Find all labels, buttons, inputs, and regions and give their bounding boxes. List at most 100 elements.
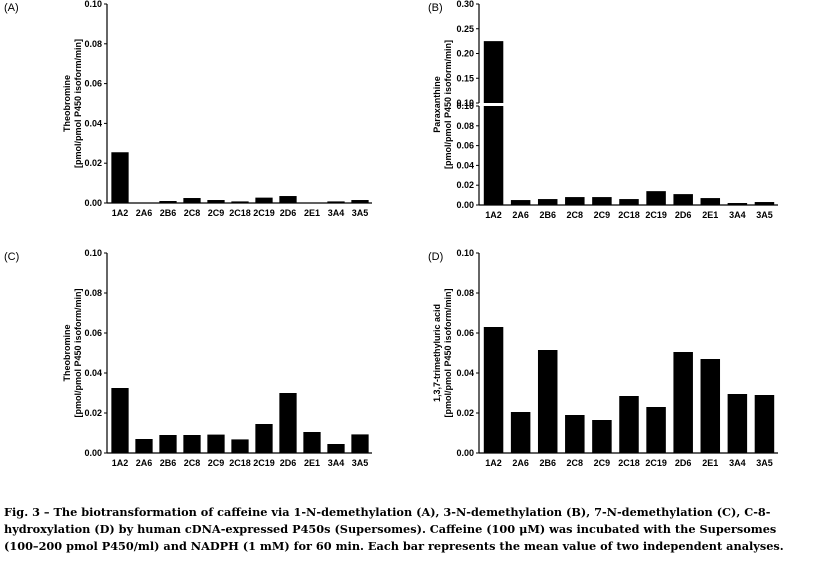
bar xyxy=(351,200,369,203)
y-tick-label: 0.08 xyxy=(84,288,102,298)
x-tick-label: 3A4 xyxy=(729,458,746,468)
bar xyxy=(207,200,225,203)
x-tick-label: 2C8 xyxy=(184,458,201,468)
bar xyxy=(279,196,297,203)
caption-line-3: (100–200 pmol P450/ml) and NADPH (1 mM) … xyxy=(4,539,784,553)
figure-caption: Fig. 3 – The biotransformation of caffei… xyxy=(4,504,816,555)
y-axis-label: [pmol/pmol P450 isoform/min] xyxy=(443,40,453,169)
y-tick-label: 0.10 xyxy=(456,248,474,258)
chart-panel-b: (B) Paraxanthine [pmol/pmol P450 isoform/m… xyxy=(428,0,778,220)
bar xyxy=(111,152,129,203)
y-tick-label: 0.00 xyxy=(456,448,474,458)
x-tick-label: 2D6 xyxy=(280,208,297,218)
x-tick-label: 2C18 xyxy=(229,208,251,218)
bar xyxy=(592,197,612,205)
bar xyxy=(619,199,639,205)
caption-line-1: Fig. 3 – The biotransformation of caffei… xyxy=(4,505,771,519)
bar xyxy=(483,41,504,103)
x-tick-label: 2C18 xyxy=(618,458,640,468)
x-tick-label: 2A6 xyxy=(136,458,153,468)
x-tick-label: 1A2 xyxy=(112,208,129,218)
x-tick-label: 2C19 xyxy=(253,208,275,218)
bar xyxy=(159,201,177,203)
x-tick-label: 3A5 xyxy=(756,458,773,468)
x-tick-label: 2A6 xyxy=(512,458,529,468)
bar xyxy=(159,435,177,453)
x-tick-label: 2C19 xyxy=(253,458,275,468)
panel-label: (A) xyxy=(4,2,19,14)
y-tick-label: 0.25 xyxy=(456,24,474,34)
x-tick-label: 2C8 xyxy=(567,210,584,220)
bar xyxy=(483,106,504,205)
y-tick-label: 0.04 xyxy=(456,160,474,170)
bar xyxy=(303,432,321,453)
bar xyxy=(327,201,345,203)
x-tick-label: 2C19 xyxy=(645,210,667,220)
x-tick-label: 3A5 xyxy=(352,458,369,468)
x-tick-label: 2C9 xyxy=(208,208,225,218)
bar xyxy=(207,434,225,453)
bar xyxy=(754,395,775,453)
bar xyxy=(619,396,639,453)
figure-canvas: (A)Theobromine [pmol/pmol P450 isoform/mi… xyxy=(4,0,778,468)
bar xyxy=(255,424,273,453)
bar xyxy=(754,202,775,205)
bar xyxy=(231,201,249,203)
y-axis-label: Paraxanthine xyxy=(432,76,442,133)
y-axis-label: [pmol/pmol P450 isoform/min] xyxy=(73,39,83,168)
bar xyxy=(673,194,693,205)
y-tick-label: 0.02 xyxy=(456,408,474,418)
bar xyxy=(646,191,666,205)
x-tick-label: 2C9 xyxy=(594,210,611,220)
x-tick-label: 2C9 xyxy=(594,458,611,468)
bar xyxy=(700,198,721,205)
y-tick-label: 0.10 xyxy=(84,0,102,9)
y-tick-label: 0.30 xyxy=(456,0,474,9)
y-tick-label: 0.06 xyxy=(84,79,102,89)
x-tick-label: 2E1 xyxy=(702,458,718,468)
x-tick-label: 2B6 xyxy=(539,458,556,468)
y-tick-label: 0.10 xyxy=(84,248,102,258)
y-axis-label: Theobromine xyxy=(62,75,72,132)
y-tick-label: 0.06 xyxy=(456,328,474,338)
y-axis-label: 1,3,7-trimethyluric acid xyxy=(432,304,442,402)
bar xyxy=(510,200,531,205)
y-tick-label: 0.02 xyxy=(456,180,474,190)
bar xyxy=(510,412,531,453)
bar xyxy=(565,415,585,453)
y-tick-label: 0.06 xyxy=(84,328,102,338)
bar xyxy=(327,444,345,453)
bar xyxy=(727,394,748,453)
x-tick-label: 2D6 xyxy=(280,458,297,468)
bar xyxy=(592,420,612,453)
x-tick-label: 2D6 xyxy=(675,458,692,468)
y-axis-label: [pmol/pmol P450 isoform/min] xyxy=(443,288,453,417)
y-tick-label: 0.02 xyxy=(84,158,102,168)
y-tick-label: 0.00 xyxy=(84,198,102,208)
bar xyxy=(700,359,721,453)
bar xyxy=(255,197,273,203)
x-tick-label: 2B6 xyxy=(539,210,556,220)
y-axis-label: [pmol/pmol P450 isoform/min] xyxy=(73,288,83,417)
x-tick-label: 2C18 xyxy=(229,458,251,468)
x-tick-label: 2A6 xyxy=(512,210,529,220)
x-tick-label: 1A2 xyxy=(485,210,502,220)
y-axis-label: Theobromine xyxy=(62,324,72,381)
caption-line-2: hydroxylation (D) by human cDNA-expresse… xyxy=(4,522,777,536)
bar xyxy=(537,199,558,205)
x-tick-label: 2A6 xyxy=(136,208,153,218)
x-tick-label: 2B6 xyxy=(160,458,177,468)
bar xyxy=(111,388,129,453)
panel-label: (B) xyxy=(428,2,443,14)
y-tick-label: 0.08 xyxy=(84,39,102,49)
x-tick-label: 2D6 xyxy=(675,210,692,220)
bar xyxy=(565,197,585,205)
bar xyxy=(183,198,201,203)
y-tick-label: 0.08 xyxy=(456,288,474,298)
bar xyxy=(279,393,297,453)
y-tick-label: 0.00 xyxy=(456,200,474,210)
x-tick-label: 3A4 xyxy=(729,210,746,220)
y-tick-label: 0.20 xyxy=(456,49,474,59)
panel-label: (C) xyxy=(4,251,19,263)
bar xyxy=(537,350,558,453)
